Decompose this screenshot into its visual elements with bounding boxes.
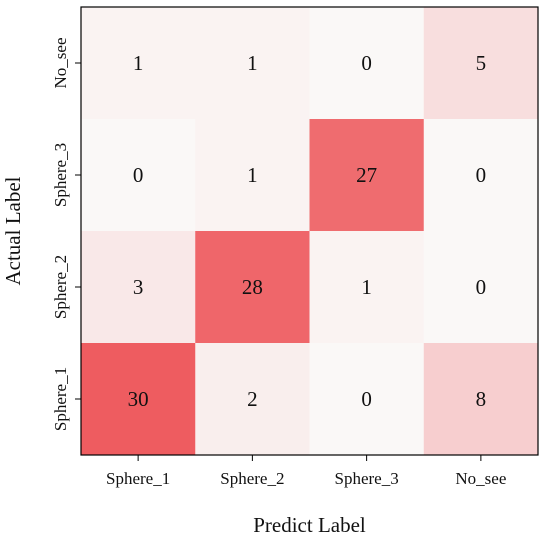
heatmap-cell [195, 119, 310, 232]
cell-value-label: 1 [361, 275, 372, 299]
heatmap-cell [81, 7, 196, 120]
heatmap-cell [81, 119, 196, 232]
cell-value-label: 0 [476, 275, 487, 299]
y-tick-label: Sphere_1 [51, 367, 70, 431]
x-tick-label: Sphere_3 [335, 469, 399, 488]
cell-value-label: 0 [476, 163, 487, 187]
x-axis-ticks: Sphere_1 Sphere_2 Sphere_3 No_see [106, 455, 506, 488]
cell-value-label: 5 [476, 51, 487, 75]
cell-value-label: 0 [361, 51, 372, 75]
heatmap-cell [309, 343, 425, 456]
heatmap-cell [309, 119, 425, 232]
x-axis-title: Predict Label [253, 513, 366, 537]
y-tick-label: No_see [51, 38, 70, 89]
heatmap-cell [195, 343, 310, 456]
x-tick-label: Sphere_2 [220, 469, 284, 488]
y-tick-label: Sphere_3 [51, 143, 70, 207]
cell-value-label: 1 [247, 163, 258, 187]
cell-value-label: 2 [247, 387, 258, 411]
y-tick-label: Sphere_2 [51, 255, 70, 319]
cell-value-label: 8 [476, 387, 487, 411]
y-axis-ticks: No_see Sphere_3 Sphere_2 Sphere_1 [51, 38, 81, 431]
heatmap-cell [195, 231, 310, 344]
x-tick-label: No_see [455, 469, 506, 488]
heatmap-cell [423, 7, 539, 120]
cell-value-label: 3 [133, 275, 144, 299]
cell-value-label: 30 [128, 387, 149, 411]
heatmap-cell [195, 7, 310, 120]
cell-value-label: 1 [133, 51, 144, 75]
heatmap-cell [423, 231, 539, 344]
heatmap-cell [81, 231, 196, 344]
cell-value-label: 28 [242, 275, 263, 299]
cell-value-label: 1 [247, 51, 258, 75]
heatmap-cell [81, 343, 196, 456]
x-tick-label: Sphere_1 [106, 469, 170, 488]
heatmap-cell [309, 231, 425, 344]
heatmap-cell [309, 7, 425, 120]
heatmap-cells: 1 1 0 50 1 27 03 28 1 030 2 0 8 [81, 7, 539, 456]
y-axis-title: Actual Label [1, 176, 25, 285]
cell-value-label: 0 [133, 163, 144, 187]
plot-frame [80, 6, 539, 456]
heatmap-cell [423, 343, 539, 456]
cell-value-label: 0 [361, 387, 372, 411]
cell-value-label: 27 [356, 163, 377, 187]
heatmap-cell [423, 119, 539, 232]
